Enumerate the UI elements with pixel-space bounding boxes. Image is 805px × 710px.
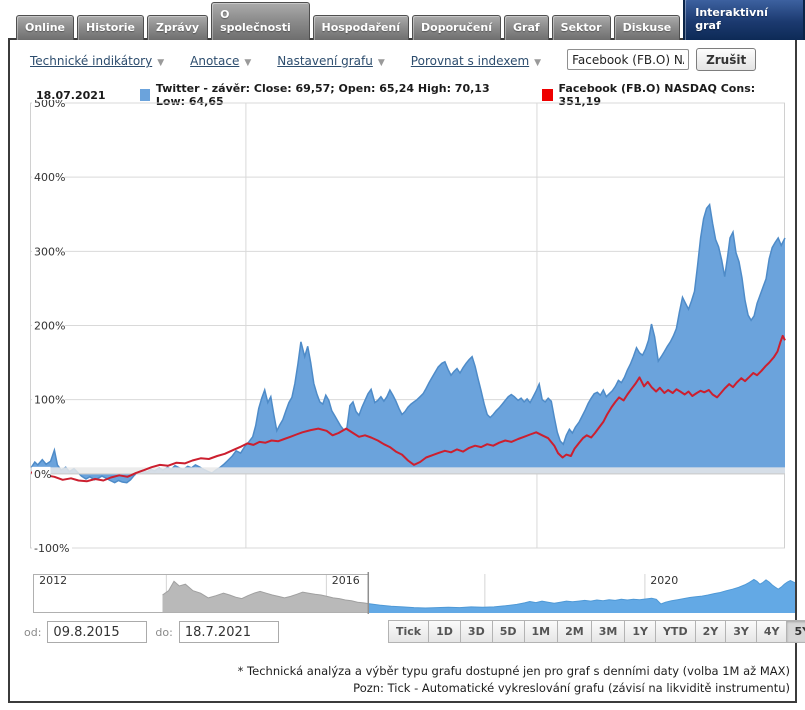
y-tick-label-bg (32, 392, 65, 407)
tab-zpr-vy[interactable]: Zprávy (147, 15, 209, 40)
range-button-5d[interactable]: 5D (491, 620, 525, 643)
range-button-tick[interactable]: Tick (388, 620, 430, 643)
facebook-line-series (30, 334, 786, 483)
range-button-3d[interactable]: 3D (459, 620, 493, 643)
tab-diskuse[interactable]: Diskuse (613, 15, 681, 40)
footnote-2: Pozn: Tick - Automatické vykreslování gr… (353, 681, 790, 695)
range-button-2m[interactable]: 2M (557, 620, 592, 643)
tab-o-spole-nosti[interactable]: O společnosti (211, 2, 310, 40)
menu-technick-indik-tory[interactable]: Technické indikátory ▼ (30, 54, 164, 68)
main-chart-svg: 500% 400% 300% 200% 100% 0% -100% (30, 96, 786, 555)
tab-hospoda-en[interactable]: Hospodaření (312, 15, 410, 40)
range-button-ytd[interactable]: YTD (654, 620, 696, 643)
y-tick-label: -100% (34, 542, 69, 552)
tab-online[interactable]: Online (16, 15, 75, 40)
menu-label: Technické indikátory (30, 54, 153, 68)
facebook-series-label: Facebook (FB.O) NASDAQ Cons: 351,19 (558, 82, 756, 108)
y-tick-label-bg (32, 466, 51, 481)
from-date-input[interactable] (47, 621, 148, 643)
menu-label: Anotace (190, 54, 240, 68)
twitter-series-label: Twitter - závěr: Close: 69,57; Open: 65,… (155, 82, 490, 108)
menu-label: Nastavení grafu (277, 54, 373, 68)
y-tick-label: 300% (34, 245, 65, 258)
chart-toolbar: Technické indikátory ▼ Anotace ▼ Nastavení g… (30, 48, 757, 71)
twitter-area-series (31, 204, 785, 483)
menu-nastaven-grafu[interactable]: Nastavení grafu ▼ (277, 54, 385, 68)
facebook-series-swatch (542, 89, 553, 101)
navigator-selected-area-outline (368, 578, 796, 609)
chevron-down-icon: ▼ (377, 58, 385, 68)
date-range-controls: od: do: (24, 621, 287, 643)
range-button-5y[interactable]: 5Y (786, 620, 805, 643)
y-tick-label: 0% (34, 468, 51, 481)
y-tick-label: 200% (34, 320, 65, 333)
cancel-compare-button[interactable]: Zrušit (696, 48, 757, 71)
y-tick-label-bg (32, 541, 72, 555)
main-chart-plot-area[interactable]: 500% 400% 300% 200% 100% 0% -100% (30, 96, 788, 556)
from-date-label: od: (24, 625, 42, 639)
tab-doporu-en[interactable]: Doporučení (412, 15, 501, 40)
menu-anotace[interactable]: Anotace ▼ (190, 54, 251, 68)
y-tick-label: 100% (34, 394, 65, 407)
to-date-input[interactable] (178, 621, 279, 643)
navigator-svg: 2012 2016 2020 (33, 572, 796, 614)
tab-graf[interactable]: Graf (504, 15, 549, 40)
navigator-unselected-area-outline (162, 580, 369, 605)
navigator-year-label: 2012 (39, 574, 67, 587)
zero-plot-band (30, 467, 785, 475)
y-tick-label-bg (32, 244, 65, 259)
legend-item-facebook: Facebook (FB.O) NASDAQ Cons: 351,19 (542, 82, 767, 108)
range-button-1m[interactable]: 1M (523, 620, 559, 643)
range-navigator[interactable]: 2012 2016 2020 (33, 570, 796, 619)
menu-porovnat-s-indexem[interactable]: Porovnat s indexem ▼ (411, 54, 541, 68)
chart-legend: 18.07.2021 Twitter - závěr: Close: 69,57… (36, 82, 805, 108)
range-button-2y[interactable]: 2Y (694, 620, 727, 643)
range-button-1y[interactable]: 1Y (624, 620, 656, 643)
range-button-4y[interactable]: 4Y (755, 620, 788, 643)
toolbar-menus: Technické indikátory ▼ Anotace ▼ Nastavení g… (30, 50, 567, 69)
menu-label: Porovnat s indexem (410, 54, 530, 68)
range-button-3m[interactable]: 3M (590, 620, 626, 643)
legend-item-twitter: Twitter - závěr: Close: 69,57; Open: 65,… (139, 82, 505, 108)
navigator-year-label: 2016 (332, 574, 360, 587)
footnotes: * Technická analýza a výběr typu grafu d… (238, 663, 790, 697)
y-tick-label-bg (32, 96, 65, 110)
chevron-down-icon: ▼ (157, 58, 165, 68)
y-tick-label-bg (32, 318, 65, 333)
tab-interaktivn-graf[interactable]: Interaktivní graf (683, 0, 805, 40)
chevron-down-icon: ▼ (244, 58, 252, 68)
legend-date: 18.07.2021 (36, 88, 106, 102)
range-button-group: Tick1D3D5D1M2M3M1YYTD2Y3Y4Y5YMax (388, 620, 805, 643)
compare-index-input[interactable] (567, 49, 690, 70)
twitter-series-swatch (139, 89, 150, 101)
range-button-1d[interactable]: 1D (428, 620, 461, 643)
y-tick-label: 500% (34, 100, 65, 110)
navigator-selected-area (368, 579, 795, 613)
y-tick-label-bg (32, 170, 65, 185)
y-tick-label: 400% (34, 171, 65, 184)
tab-bar: Online Historie Zprávy O společnosti Hospoda… (16, 0, 805, 40)
footnote-1: * Technická analýza a výběr typu grafu d… (237, 664, 790, 678)
tab-sektor[interactable]: Sektor (551, 15, 611, 40)
to-date-label: do: (155, 625, 173, 639)
navigator-year-label: 2020 (650, 574, 678, 587)
navigator-unselected-area (162, 581, 369, 613)
range-button-3y[interactable]: 3Y (725, 620, 757, 643)
tab-historie[interactable]: Historie (77, 15, 145, 40)
chevron-down-icon: ▼ (534, 58, 542, 68)
